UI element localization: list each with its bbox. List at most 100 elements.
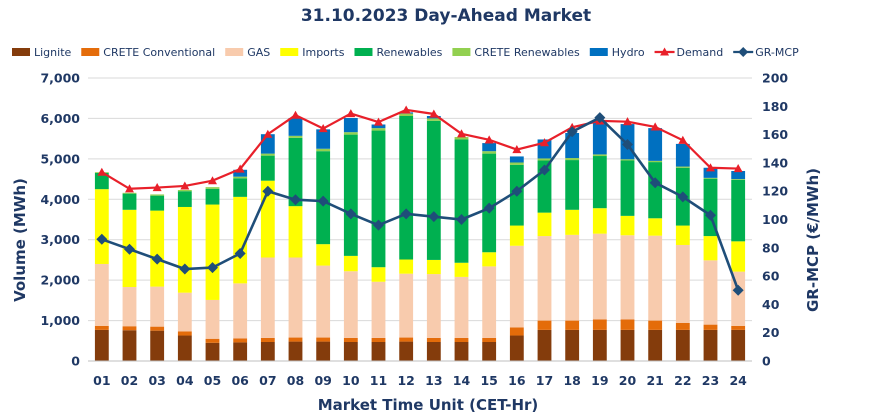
gr-mcp-point [262,185,274,197]
y-tick-label: 6,000 [40,111,80,126]
y2-tick-label: 180 [762,99,788,114]
demand-point [346,109,356,118]
y-tick-label: 7,000 [40,71,80,86]
bar-hydro [731,170,746,180]
y2-tick-label: 200 [762,71,788,86]
bar-crete-renewables [426,118,441,121]
x-tick-label: 01 [93,373,110,388]
bar-crete-conventional [620,319,635,330]
bar-crete-conventional [288,337,303,342]
gr-mcp-point [539,164,550,176]
bar-renewables [371,130,386,268]
gr-mcp-point [207,262,218,274]
legend-swatch-hydro [589,48,608,56]
demand-point [235,164,245,173]
bar-gas [509,245,524,328]
bar-lignite [620,329,635,361]
demand-point [733,164,743,173]
bar-renewables [288,137,303,207]
bar-crete-renewables [620,159,635,161]
bar-crete-renewables [288,135,303,138]
bar-gas [731,271,746,326]
bar-crete-conventional [260,337,275,342]
bar-gas [620,235,635,320]
bar-lignite [177,335,192,361]
bar-gas [648,235,663,321]
bar-renewables [233,178,248,197]
demand-point [429,109,439,118]
gr-mcp-point [649,177,661,189]
bar-crete-renewables [371,128,386,131]
bar-crete-conventional [537,320,552,330]
bar-gas [703,260,718,325]
bar-crete-renewables [150,194,165,196]
x-tick-label: 20 [619,373,637,388]
bar-crete-renewables [454,137,469,140]
x-tick-label: 11 [370,373,387,388]
bar-crete-renewables [205,187,220,189]
x-tick-label: 23 [702,373,719,388]
demand-point [706,163,715,172]
gr-mcp-point [677,191,689,203]
bar-hydro [703,167,718,178]
legend-marker-demand [660,47,670,56]
y2-tick-label: 0 [762,354,771,369]
legend-label-gr-mcp: GR-MCP [755,46,799,59]
bar-lignite [454,341,469,361]
bar-lignite [399,341,414,361]
y-tick-label: 4,000 [40,192,80,207]
demand-point [540,138,549,147]
bar-gas [426,274,441,338]
bar-gas [177,292,192,332]
gr-mcp-point [732,284,744,296]
bar-gas [150,286,165,327]
bar-gas [482,266,497,338]
legend-label-lignite: Lignite [34,46,72,59]
y-axis-title: Volume (MWh) [11,178,29,302]
bar-imports [343,255,358,272]
bar-crete-conventional [399,337,414,342]
bar-lignite [509,335,524,361]
bar-lignite [371,341,386,361]
bar-crete-conventional [316,337,331,342]
gr-mcp-point [705,209,716,221]
bar-lignite [288,341,303,361]
bar-crete-conventional [509,327,524,336]
bar-crete-conventional [675,322,690,330]
x-tick-label: 10 [342,373,360,388]
demand-point [208,176,217,185]
gr-mcp-point [456,214,467,225]
legend-swatch-renewables [354,48,373,56]
demand-point [401,105,411,114]
x-tick-label: 08 [287,373,304,388]
bar-imports [731,241,746,272]
bar-gas [592,233,607,320]
x-tick-label: 18 [563,373,580,388]
axes: 01,0002,0003,0004,0005,0006,0007,0000204… [40,71,788,389]
bar-crete-conventional [731,325,746,330]
gr-mcp-point [96,233,108,245]
bar-crete-conventional [94,325,109,330]
bar-gas [343,271,358,338]
bar-gas [94,263,109,326]
bar-lignite [426,341,441,361]
x-tick-label: 22 [674,373,691,388]
bar-imports [565,209,580,235]
x-tick-label: 07 [259,373,276,388]
x-tick-label: 16 [508,373,526,388]
demand-point [318,124,328,133]
x-tick-label: 03 [148,373,165,388]
bar-renewables [399,116,414,260]
bar-renewables [150,195,165,211]
bar-crete-renewables [648,160,663,163]
bar-gas [316,265,331,338]
legend-swatch-crete-conventional [81,48,100,56]
bar-renewables [177,191,192,207]
gr-mcp-point [483,202,495,214]
bar-imports [233,196,248,284]
bar-renewables [648,162,663,219]
y-tick-label: 5,000 [40,151,80,166]
bar-imports [454,262,469,277]
bar-crete-renewables [260,153,275,156]
bar-imports [675,225,690,245]
